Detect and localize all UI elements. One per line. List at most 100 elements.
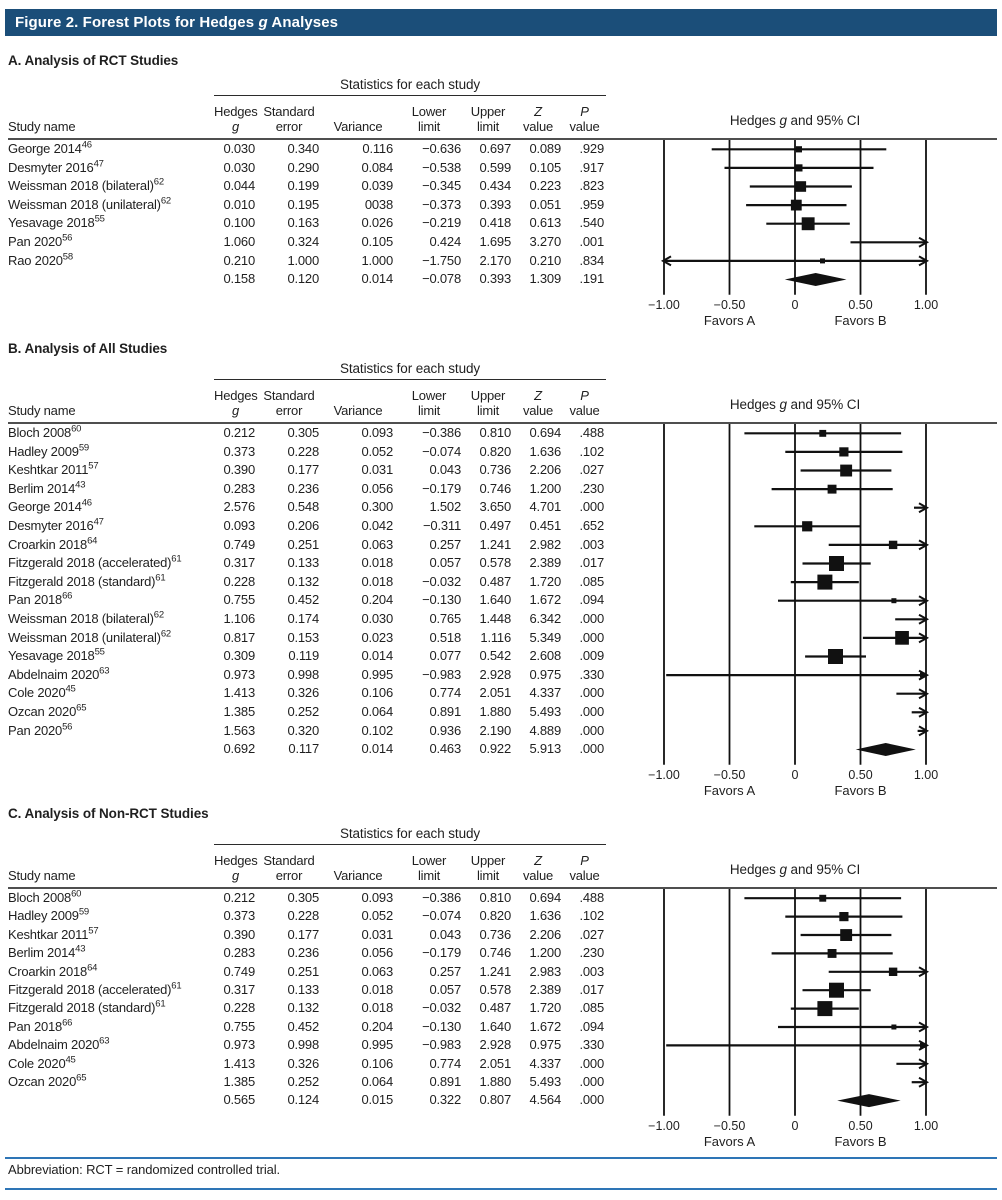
- summary-cell-hedges-g: 0.565: [223, 1092, 255, 1108]
- cell-z-value: 0.694: [529, 890, 561, 905]
- summary-cell-variance: 0.014: [361, 741, 393, 757]
- forest-plot-panel-a: −1.00 −0.50 0 0.50 1.00 Favors A Favors B: [648, 140, 938, 328]
- effect-square: [801, 217, 815, 231]
- cell-lower-limit: −0.311: [423, 517, 461, 533]
- cell-z-value: 0.451: [529, 517, 561, 533]
- summary-cell-variance: 0.015: [361, 1092, 393, 1108]
- abbreviation-note: Abbreviation: RCT = randomized controlle…: [8, 1162, 281, 1177]
- study-name: George 201446: [8, 498, 92, 515]
- axis-tick-label: −1.00: [648, 768, 680, 782]
- cell-standard-error: 0.252: [287, 1073, 319, 1089]
- reference-superscript: 65: [76, 1072, 87, 1084]
- cell-hedges-g: 0.212: [223, 890, 255, 905]
- cell-p-value: .003: [579, 536, 604, 552]
- cell-upper-limit: 0.578: [479, 555, 511, 571]
- cell-z-value: 3.270: [529, 233, 561, 249]
- cell-lower-limit: −0.345: [422, 178, 461, 194]
- cell-upper-limit: 0.487: [479, 1000, 511, 1016]
- cell-hedges-g: 0.030: [223, 141, 255, 156]
- effect-square: [790, 199, 802, 211]
- cell-variance: 0038: [364, 196, 393, 212]
- effect-square: [819, 429, 827, 437]
- cell-upper-limit: 0.599: [479, 159, 511, 175]
- cell-standard-error: 0.290: [287, 159, 319, 175]
- cell-hedges-g: 0.309: [223, 648, 255, 664]
- column-header-lower-limit: Lower limit: [411, 104, 447, 134]
- favors-a-label: Favors A: [704, 1134, 756, 1149]
- cell-hedges-g: 0.212: [223, 425, 255, 440]
- column-header-study-name: Study name: [8, 868, 76, 883]
- ci-arrow-right-icon: [918, 725, 930, 737]
- summary-cell-hedges-g: 0.158: [223, 271, 255, 287]
- cell-variance: 0.014: [361, 648, 393, 664]
- cell-standard-error: 0.326: [287, 1055, 319, 1071]
- cell-z-value: 1.672: [529, 592, 561, 608]
- header-rule: [8, 138, 997, 141]
- column-header-standard-error: Standard error: [263, 853, 315, 883]
- cell-standard-error: 0.199: [287, 178, 319, 194]
- cell-upper-limit: 1.695: [479, 233, 511, 249]
- cell-lower-limit: 0.936: [429, 722, 461, 738]
- panel-heading: A. Analysis of RCT Studies: [8, 53, 179, 68]
- study-name: Bloch 200860: [8, 889, 82, 905]
- cell-p-value: .917: [579, 159, 604, 175]
- effect-square: [819, 894, 827, 902]
- cell-variance: 0.093: [361, 890, 393, 905]
- cell-z-value: 2.608: [529, 648, 561, 664]
- cell-p-value: .000: [579, 1073, 604, 1089]
- cell-p-value: .652: [579, 517, 604, 533]
- study-name: Keshtkar 201157: [8, 461, 99, 478]
- cell-upper-limit: 2.928: [479, 666, 511, 682]
- cell-p-value: .330: [579, 666, 604, 682]
- cell-p-value: .959: [579, 196, 604, 212]
- cell-variance: 0.039: [361, 178, 393, 194]
- effect-square: [895, 631, 909, 645]
- cell-upper-limit: 1.116: [480, 629, 511, 645]
- effect-square: [920, 672, 925, 678]
- cell-upper-limit: 0.393: [479, 196, 511, 212]
- cell-variance: 0.052: [361, 443, 393, 459]
- cell-lower-limit: 0.077: [429, 648, 461, 664]
- cell-p-value: .085: [579, 573, 604, 589]
- study-name: Keshtkar 201157: [8, 925, 99, 942]
- study-name: Ozcan 202065: [8, 702, 87, 719]
- effect-square: [820, 258, 825, 264]
- cell-variance: 0.106: [361, 685, 393, 701]
- cell-standard-error: 0.236: [287, 945, 319, 961]
- ci-arrow-right-icon: [918, 595, 930, 607]
- study-name: Weissman 2018 (bilateral)62: [8, 177, 164, 194]
- cell-z-value: 2.389: [529, 981, 561, 997]
- summary-cell-p-value: .000: [579, 741, 604, 757]
- effect-square: [840, 929, 853, 941]
- cell-lower-limit: −0.074: [422, 908, 461, 924]
- reference-superscript: 64: [87, 535, 98, 547]
- reference-superscript: 63: [99, 1036, 110, 1047]
- column-header-hedges-g: Hedges g: [214, 388, 258, 418]
- cell-hedges-g: 1.060: [223, 233, 255, 249]
- ci-arrow-right-icon: [918, 255, 930, 267]
- effect-square: [891, 1024, 897, 1030]
- cell-variance: 0.018: [361, 1000, 393, 1016]
- cell-lower-limit: 0.043: [429, 462, 461, 478]
- column-header-lower-limit: Lower limit: [411, 388, 447, 418]
- ci-arrow-right-icon: [918, 236, 930, 248]
- cell-lower-limit: −0.386: [422, 890, 461, 905]
- cell-lower-limit: 0.057: [429, 981, 461, 997]
- cell-lower-limit: −0.636: [422, 141, 461, 156]
- cell-upper-limit: 0.810: [479, 425, 511, 440]
- figure-title: Figure 2. Forest Plots for Hedges g Anal…: [15, 14, 338, 31]
- plot-title: Hedges g and 95% CI: [729, 113, 861, 128]
- reference-superscript: 46: [81, 498, 92, 510]
- cell-variance: 0.023: [361, 629, 393, 645]
- reference-superscript: 61: [155, 572, 166, 584]
- cell-standard-error: 0.305: [287, 425, 319, 440]
- axis-tick-label: −1.00: [648, 298, 680, 312]
- cell-z-value: 4.337: [529, 685, 561, 701]
- cell-variance: 0.042: [361, 517, 393, 533]
- axis-tick-label: 1.00: [914, 1119, 938, 1133]
- cell-p-value: .929: [579, 141, 604, 156]
- cell-hedges-g: 1.413: [223, 1055, 255, 1071]
- cell-lower-limit: −0.386: [422, 425, 461, 440]
- cell-standard-error: 0.177: [287, 462, 319, 478]
